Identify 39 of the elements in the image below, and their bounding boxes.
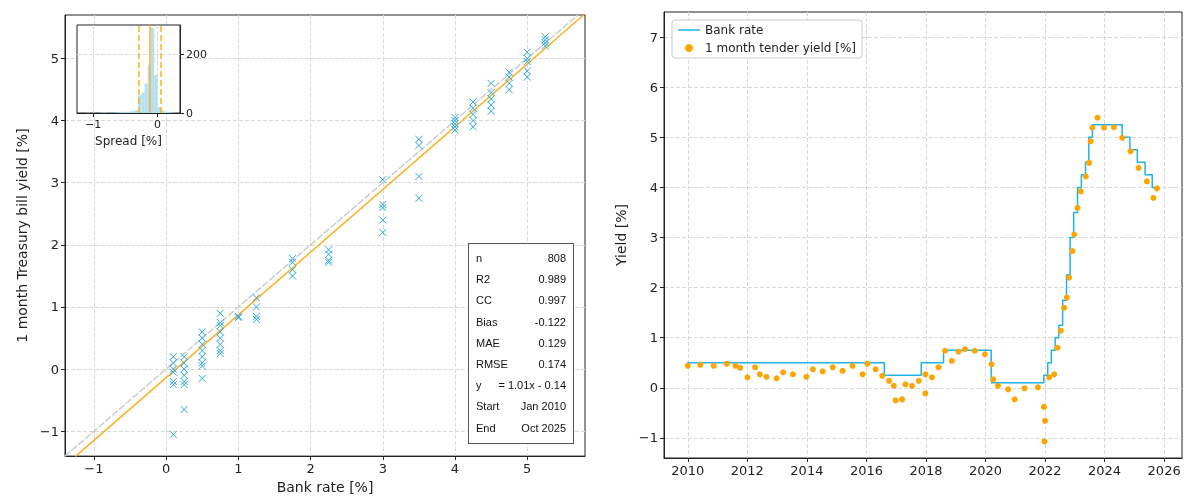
- y-tick-label: 1: [50, 299, 59, 315]
- y-tick-label: 0: [50, 361, 59, 377]
- x-tick-label: 3: [378, 461, 387, 477]
- x-tick-label: 2018: [909, 463, 943, 478]
- x-tick-label: 2026: [1147, 463, 1181, 478]
- x-tick-label: 2024: [1088, 463, 1122, 478]
- y-tick-label: 4: [649, 179, 658, 195]
- legend-label: Bank rate: [705, 23, 764, 37]
- y-tick-label: 0: [649, 380, 658, 396]
- y-tick-label: 200: [186, 47, 207, 61]
- y-tick-label: −1: [638, 430, 658, 446]
- y-tick-label: −1: [39, 423, 59, 439]
- x-tick-label: 5: [523, 461, 532, 477]
- y-tick-label: 6: [649, 79, 658, 95]
- y-axis-title: 1 month Treasury bill yield [%]: [13, 128, 30, 343]
- x-tick-label: 2010: [671, 463, 705, 478]
- y-tick-label: 3: [649, 230, 658, 246]
- y-axis-title: Yield [%]: [612, 203, 629, 268]
- y-tick-label: 5: [50, 50, 59, 66]
- x-tick-label: 2012: [730, 463, 764, 478]
- legend-label: 1 month tender yield [%]: [705, 41, 857, 55]
- x-tick-label: 2014: [790, 463, 824, 478]
- y-tick-label: 2: [50, 237, 59, 253]
- x-axis-title: Spread [%]: [95, 133, 162, 148]
- y-tick-label: 3: [50, 175, 59, 191]
- stats-box: n 808 R2 0.989 CC 0.997 Bias -0.122 MAE 0.129 RMSE 0.174 y = 1.01x - 0.14 Start Jan 2010 End Oct 2025: [468, 243, 574, 444]
- x-tick-label: 1: [234, 461, 243, 477]
- x-tick-label: −1: [84, 461, 104, 477]
- x-tick-label: 4: [450, 461, 460, 477]
- x-axis-title: Bank rate [%]: [276, 479, 374, 495]
- x-tick-label: 0: [161, 461, 171, 477]
- y-tick-label: 5: [649, 129, 658, 145]
- x-tick-label: 2022: [1028, 463, 1062, 478]
- x-tick-label: 2016: [849, 463, 883, 478]
- y-tick-label: 7: [649, 29, 658, 45]
- x-tick-label: 2: [306, 461, 315, 477]
- y-tick-label: 2: [649, 280, 658, 296]
- x-tick-label: 2020: [968, 463, 1003, 478]
- y-tick-label: 1: [649, 330, 658, 346]
